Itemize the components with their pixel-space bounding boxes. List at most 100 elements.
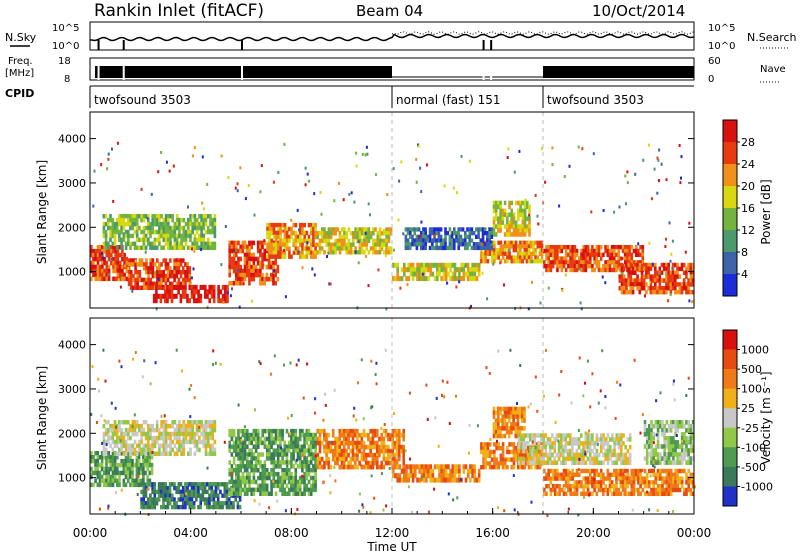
data-cell (175, 489, 178, 495)
data-cell (540, 456, 543, 462)
data-cell (147, 443, 150, 449)
data-cell (140, 423, 143, 429)
data-cell (116, 256, 120, 262)
data-cell (290, 460, 293, 465)
data-speck (511, 214, 514, 218)
data-cell (402, 444, 405, 450)
data-cell (405, 477, 408, 483)
data-cell (142, 281, 146, 287)
data-cell (525, 457, 529, 462)
data-cell (620, 278, 624, 283)
data-cell (444, 231, 447, 236)
data-cell (235, 487, 238, 493)
data-cell (94, 466, 97, 472)
data-cell (468, 227, 471, 232)
data-cell (245, 256, 249, 262)
data-cell (200, 420, 203, 425)
data-cell (433, 477, 437, 483)
data-cell (285, 428, 289, 434)
data-cell (259, 244, 262, 250)
data-speck (624, 174, 627, 178)
data-cell (149, 451, 152, 456)
data-cell (484, 453, 487, 458)
data-cell (235, 252, 238, 258)
data-cell (654, 270, 657, 275)
data-cell (471, 473, 474, 479)
data-cell (115, 423, 119, 429)
data-cell (208, 482, 211, 487)
data-cell (263, 479, 267, 485)
data-cell (514, 453, 518, 458)
data-cell (193, 451, 197, 456)
data-cell (237, 471, 240, 477)
data-cell (536, 259, 540, 264)
data-cell (277, 242, 280, 248)
data-cell (510, 244, 514, 249)
data-cell (391, 428, 394, 434)
data-cell (170, 284, 174, 290)
data-cell (501, 453, 505, 458)
data-cell (501, 422, 504, 427)
data-cell (573, 245, 577, 250)
data-cell (455, 464, 459, 470)
data-cell (495, 248, 498, 253)
data-cell (634, 248, 638, 254)
data-speck (551, 146, 554, 150)
data-cell (327, 432, 331, 438)
data-cell (406, 227, 410, 232)
data-cell (232, 260, 236, 266)
data-cell (488, 238, 491, 243)
data-cell (526, 200, 529, 206)
data-cell (263, 464, 267, 469)
data-cell (503, 259, 507, 264)
data-speck (578, 267, 581, 271)
data-cell (129, 233, 132, 239)
data-cell (582, 245, 585, 250)
data-cell (259, 276, 262, 282)
data-cell (512, 216, 516, 221)
data-cell (516, 414, 520, 419)
data-cell (436, 262, 439, 268)
data-cell (203, 489, 207, 495)
data-cell (604, 452, 607, 458)
data-cell (235, 436, 238, 442)
data-cell (107, 458, 110, 464)
data-cell (396, 464, 399, 470)
data-cell (374, 246, 377, 251)
data-cell (567, 252, 570, 257)
data-cell (488, 242, 491, 247)
data-cell (127, 241, 130, 247)
data-cell (336, 456, 339, 462)
data-cell (391, 436, 394, 442)
data-cell (188, 277, 192, 283)
data-cell (276, 448, 280, 453)
data-cell (622, 289, 626, 295)
data-cell (422, 477, 426, 483)
data-speck (420, 190, 423, 194)
data-cell (431, 262, 435, 268)
data-cell (483, 227, 487, 232)
data-cell (512, 406, 515, 412)
data-cell (252, 491, 256, 496)
data-cell (440, 477, 443, 483)
data-cell (270, 436, 273, 442)
data-cell (164, 229, 168, 235)
data-cell (131, 233, 135, 239)
data-cell (225, 489, 229, 495)
data-cell (131, 443, 135, 449)
data-cell (497, 216, 500, 221)
data-cell (447, 271, 450, 277)
data-cell (232, 280, 236, 286)
data-cell (167, 245, 170, 250)
data-cell (584, 433, 588, 438)
data-cell (96, 482, 100, 488)
data-cell (252, 252, 256, 258)
data-cell (261, 475, 264, 481)
data-speck (524, 198, 527, 202)
data-speck (579, 301, 582, 305)
data-cell (131, 466, 134, 472)
data-cell (507, 406, 511, 412)
data-cell (105, 478, 108, 484)
data-cell (364, 444, 368, 450)
data-cell (151, 447, 154, 453)
